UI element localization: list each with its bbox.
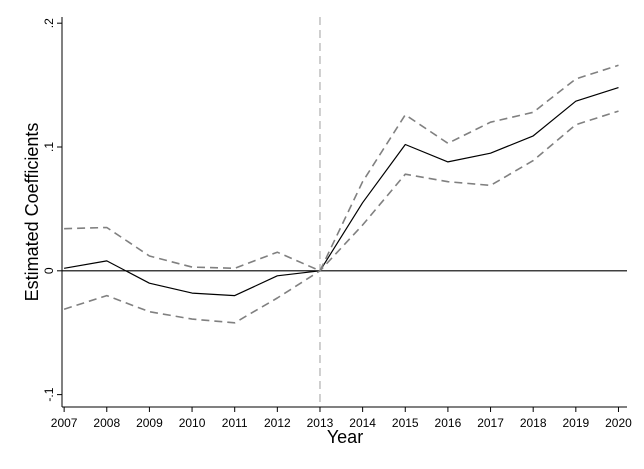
- x-tick-label: 2007: [51, 416, 78, 430]
- x-tick-label: 2015: [392, 416, 419, 430]
- x-ticks: 2007 2008 2009 2010 2011 2012 2013 2014 2015 2016…: [51, 407, 632, 430]
- x-tick-label: 2014: [349, 416, 376, 430]
- x-tick-label: 2020: [605, 416, 632, 430]
- y-tick-label: .2: [42, 18, 56, 28]
- x-tick-label: 2013: [307, 416, 334, 430]
- point-estimate-line: [63, 87, 619, 297]
- x-tick-label: 2012: [264, 416, 291, 430]
- x-tick-label: 2019: [562, 416, 589, 430]
- y-axis-title: Estimated Coefficients: [22, 123, 42, 302]
- x-tick-label: 2008: [93, 416, 120, 430]
- plot-area: -.1 0 .1 .2 2007 2008 2009 2010 2011 2012 2013 201…: [42, 17, 632, 430]
- x-tick-label: 2017: [477, 416, 504, 430]
- x-tick-label: 2009: [136, 416, 163, 430]
- x-tick-label: 2018: [520, 416, 547, 430]
- series-group: [63, 64, 619, 324]
- x-tick-label: 2010: [179, 416, 206, 430]
- x-tick-label: 2011: [222, 416, 248, 430]
- y-tick-label: .1: [42, 142, 56, 152]
- y-tick-label: -.1: [42, 387, 56, 401]
- x-tick-label: 2016: [435, 416, 462, 430]
- lower-bound-line: [63, 110, 619, 324]
- y-ticks: -.1 0 .1 .2: [42, 18, 62, 402]
- reference-lines: [62, 17, 627, 407]
- upper-bound-line: [64, 64, 619, 272]
- x-axis-title: Year: [327, 427, 363, 447]
- y-tick-label: 0: [42, 267, 56, 274]
